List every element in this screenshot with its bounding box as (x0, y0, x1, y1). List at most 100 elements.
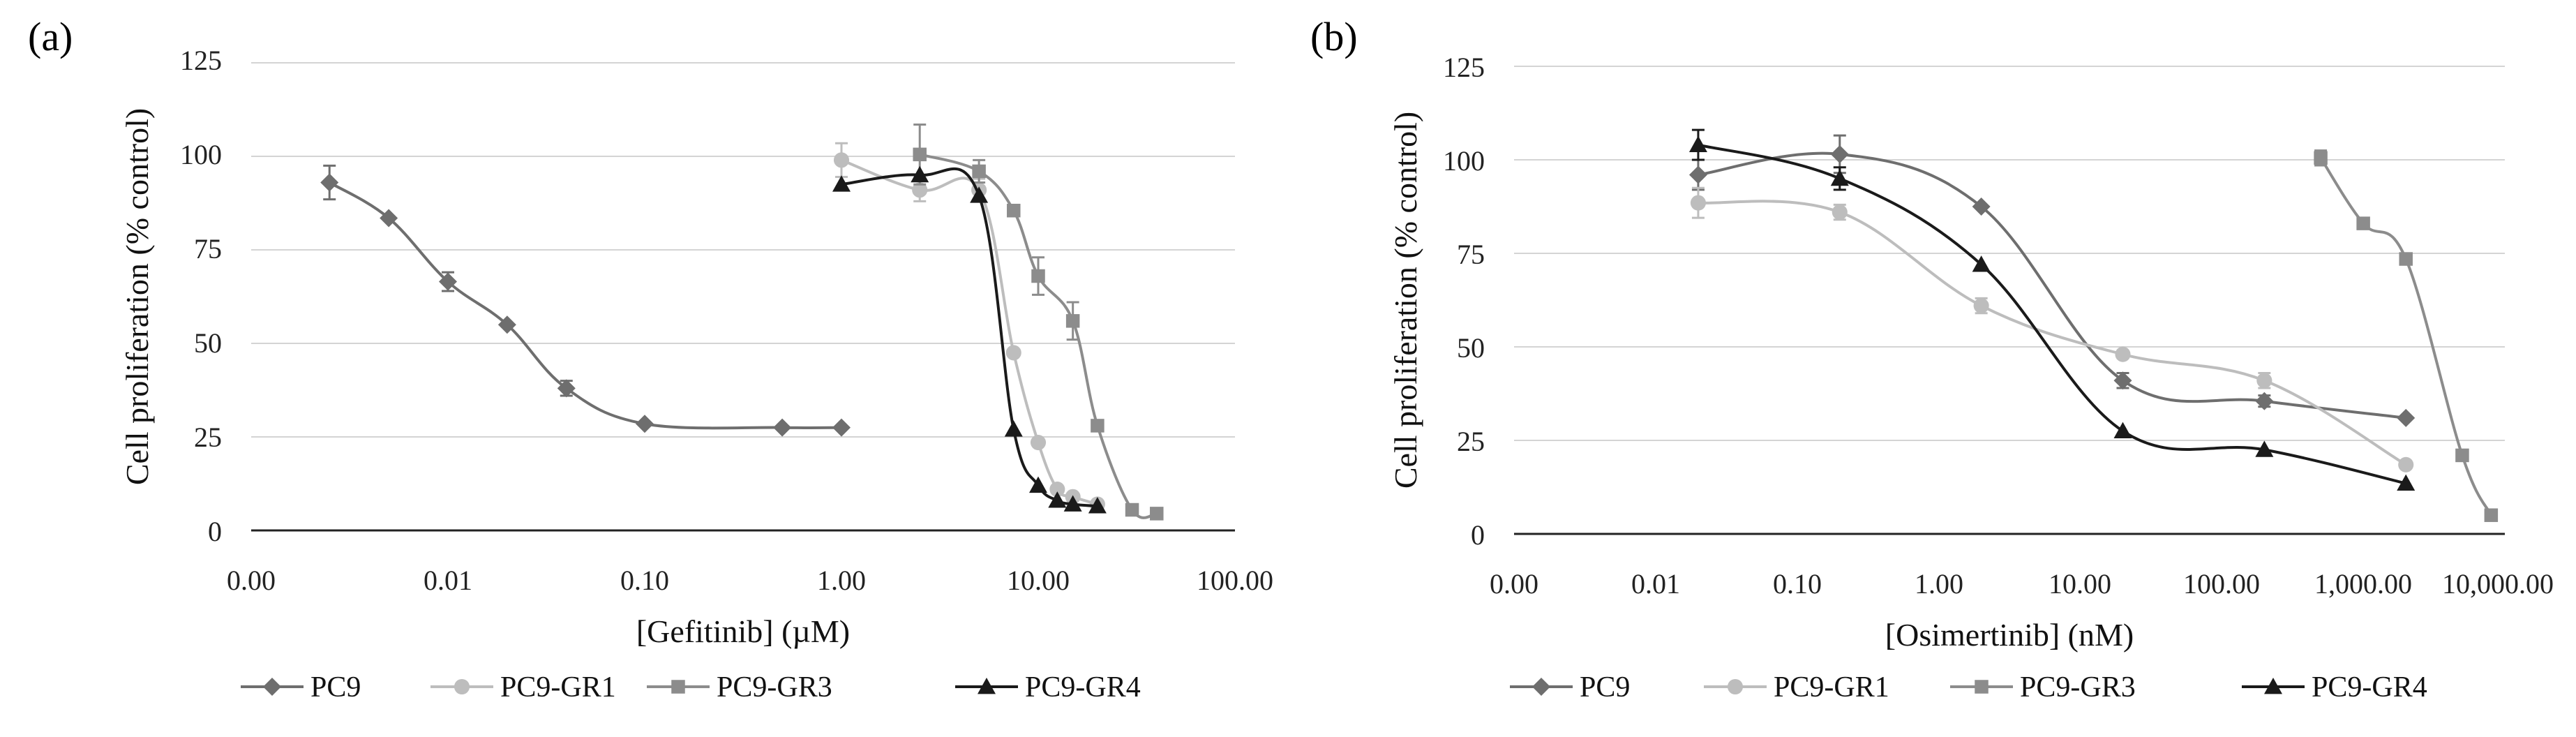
panel-b-point-pc9-gr1-4 (2256, 373, 2272, 389)
panel-a-series-pc9-gr4 (832, 165, 1107, 514)
panel-b-xtick-7: 10,000.00 (2442, 568, 2554, 600)
panel-a-legend-marker-pc9-gr1 (454, 678, 470, 695)
panel-b-y-axis-title: Cell proliferation (% control) (1388, 112, 1423, 489)
panel-b-ytick-50: 50 (1457, 332, 1485, 364)
panel-a-ytick-50: 50 (194, 327, 222, 359)
panel-a-chart: (a) 0 25 50 75 100 125 0.00 0.01 0.10 1.… (28, 14, 1273, 704)
panel-b-xtick-4: 10.00 (2049, 568, 2111, 600)
panel-a-point-pc9-1 (380, 209, 398, 228)
panel-a-xtick-4: 10.00 (1007, 565, 1070, 596)
panel-b-xtick-6: 1,000.00 (2314, 568, 2412, 600)
panel-a-x-axis-title: [Gefitinib] (µM) (636, 613, 850, 649)
panel-b-point-pc9-gr4-1 (1830, 169, 1849, 186)
panel-a-ytick-100: 100 (180, 139, 222, 170)
panel-b-point-pc9-gr3-0 (2314, 151, 2328, 165)
panel-a-legend-pc9: PC9 (310, 671, 361, 704)
panel-b-point-pc9-gr1-3 (2115, 346, 2131, 362)
panel-b-point-pc9-gr3-4 (2484, 508, 2499, 522)
panel-b-chart: (b) 0 25 50 75 100 125 0.00 0.01 0.10 1.… (1310, 14, 2554, 704)
panel-a-legend-marker-pc9 (263, 678, 281, 696)
panel-a-xtick-3: 1.00 (817, 565, 866, 596)
panel-b-x-ticks: 0.00 0.01 0.10 1.00 10.00 100.00 1,000.0… (1490, 568, 2554, 600)
panel-b-legend: PC9 PC9-GR1 PC9-GR3 PC9-GR4 (1510, 671, 2427, 704)
panel-a-point-pc9-5 (636, 415, 654, 433)
panel-a-point-pc9-6 (773, 418, 792, 437)
panel-b-y-ticks: 0 25 50 75 100 125 (1443, 52, 1485, 551)
panel-a-series-pc9-gr1 (833, 142, 1105, 512)
panel-a-point-pc9-gr4-6 (1063, 495, 1082, 512)
panel-b-point-pc9-gr1-1 (1832, 204, 1848, 221)
panel-b-xtick-0: 0.00 (1490, 568, 1538, 600)
panel-a-point-pc9-gr3-3 (1031, 269, 1045, 283)
panel-a-x-ticks: 0.00 0.01 0.10 1.00 10.00 100.00 (227, 565, 1273, 596)
panel-b-ytick-100: 100 (1443, 145, 1485, 177)
panel-a-ytick-25: 25 (194, 422, 222, 453)
panel-a-point-pc9-gr4-4 (1029, 476, 1047, 493)
panel-a-ytick-0: 0 (208, 516, 222, 547)
panel-a-point-pc9-gr1-3 (1005, 345, 1021, 361)
panel-b-xtick-1: 0.01 (1631, 568, 1680, 600)
panel-b-point-pc9-gr4-0 (1688, 135, 1707, 152)
panel-a-point-pc9-gr1-0 (833, 152, 850, 168)
panel-b-legend-marker-pc9 (1532, 678, 1550, 696)
panel-a-point-pc9-gr4-2 (970, 186, 989, 203)
panel-b-series-pc9-gr3 (2314, 149, 2499, 522)
panel-b-point-pc9-2 (1972, 198, 1991, 216)
panel-b-point-pc9-gr4-4 (2255, 440, 2274, 457)
panel-a-point-pc9-2 (439, 272, 457, 291)
panel-b-series (1688, 128, 2499, 522)
panel-a-point-pc9-gr4-1 (911, 165, 929, 183)
panel-b-gridlines (1514, 66, 2505, 441)
panel-b-legend-pc9-gr1: PC9-GR1 (1774, 671, 1889, 704)
panel-b-point-pc9-gr1-0 (1690, 195, 1706, 211)
panel-a-xtick-0: 0.00 (227, 565, 276, 596)
panel-b-point-pc9-5 (2397, 408, 2416, 427)
panel-a-line-pc9-gr1 (841, 158, 1098, 506)
panel-b-label: (b) (1310, 14, 1358, 59)
panel-a-point-pc9-3 (497, 315, 516, 334)
panel-b-ytick-0: 0 (1471, 519, 1485, 551)
panel-a-label: (a) (28, 14, 73, 59)
panel-b-point-pc9-gr3-3 (2455, 448, 2469, 463)
panel-b-line-pc9-gr1 (1698, 200, 2407, 466)
panel-b-legend-pc9-gr3: PC9-GR3 (2020, 671, 2136, 704)
panel-b-line-pc9-gr3 (2319, 157, 2493, 516)
panel-b-point-pc9-4 (2255, 392, 2274, 410)
panel-a-point-pc9-gr4-5 (1048, 491, 1067, 508)
panel-a-point-pc9-0 (320, 173, 339, 192)
panel-b-point-pc9-0 (1688, 165, 1707, 184)
panel-b-xtick-3: 1.00 (1915, 568, 1963, 600)
panel-a-point-pc9-gr4-7 (1088, 497, 1107, 514)
panel-b-point-pc9-gr4-2 (1972, 255, 1991, 272)
panel-b-ytick-25: 25 (1457, 426, 1485, 457)
panel-a-point-pc9-7 (832, 418, 851, 437)
panel-a-y-ticks: 0 25 50 75 100 125 (180, 45, 222, 547)
panel-a-legend-pc9-gr4: PC9-GR4 (1025, 671, 1141, 704)
panel-a-point-pc9-gr3-1 (972, 164, 986, 179)
panel-b-legend-pc9: PC9 (1580, 671, 1630, 704)
panel-b-ytick-75: 75 (1457, 239, 1485, 270)
panel-b-series-pc9-gr1 (1690, 186, 2414, 472)
panel-b-x-axis-title: [Osimertinib] (nM) (1885, 617, 2134, 653)
panel-a-point-pc9-gr3-4 (1065, 314, 1080, 328)
panel-a-line-pc9-gr3 (919, 153, 1158, 519)
panel-a-point-pc9-gr3-2 (1007, 203, 1021, 218)
panel-a-xtick-2: 0.10 (620, 565, 669, 596)
panel-a-series (320, 123, 1164, 521)
panel-a-legend-pc9-gr1: PC9-GR1 (500, 671, 616, 704)
panel-a-point-pc9-gr3-6 (1125, 502, 1139, 517)
panel-b-legend-marker-pc9-gr1 (1727, 678, 1744, 695)
panel-a-point-pc9-gr3-5 (1091, 419, 1104, 433)
panel-a-xtick-5: 100.00 (1197, 565, 1273, 596)
panel-b-point-pc9-1 (1830, 144, 1849, 163)
panel-b-legend-marker-pc9-gr4 (2264, 678, 2282, 694)
panel-a-point-pc9-gr3-0 (913, 147, 927, 162)
panel-a-point-pc9-gr4-0 (832, 175, 851, 192)
panel-a-point-pc9-gr1-5 (1049, 481, 1065, 498)
panel-b-point-pc9-gr4-3 (2113, 422, 2132, 438)
panel-a-point-pc9-4 (557, 379, 576, 398)
panel-a-ytick-125: 125 (180, 45, 222, 76)
panel-b-point-pc9-gr1-2 (1973, 297, 1989, 314)
panel-a-legend-marker-pc9-gr4 (978, 678, 996, 694)
